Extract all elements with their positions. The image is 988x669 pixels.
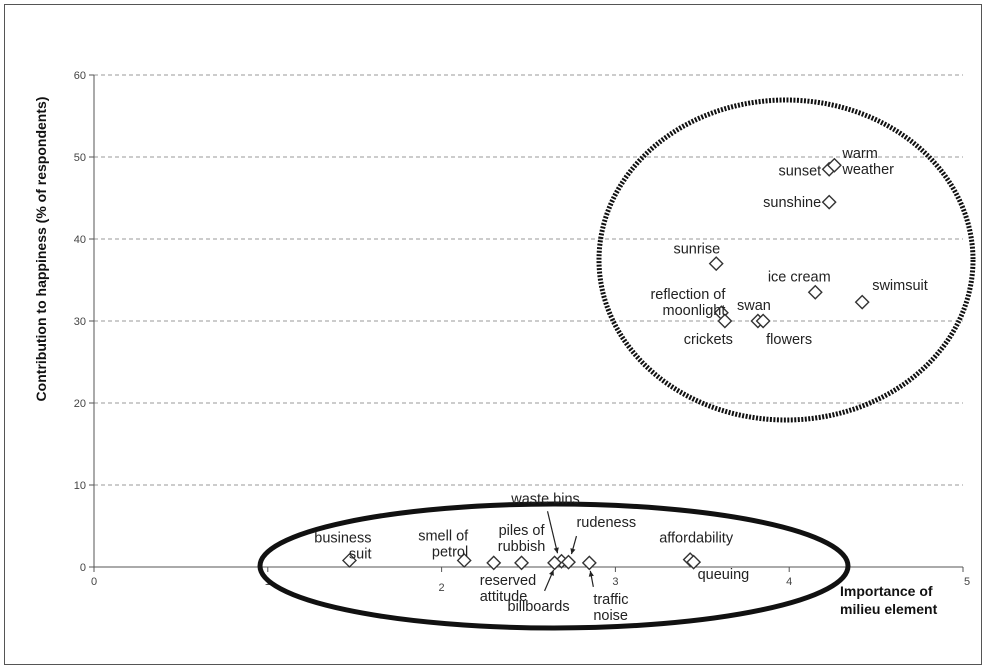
x-axis-title-line-1: Importance of — [840, 583, 933, 599]
label-traffic-noise: traffic noise — [593, 592, 628, 624]
label-queuing: queuing — [698, 567, 750, 583]
y-axis-title: Contribution to happiness (% of responde… — [33, 97, 49, 402]
label-reflection-of-moonlight: reflection of moonlight — [650, 287, 726, 319]
label-crickets: crickets — [684, 332, 733, 348]
label-line: sunshine — [763, 195, 821, 211]
label-line: crickets — [684, 332, 733, 348]
leader-lines — [544, 511, 594, 592]
data-points — [341, 157, 870, 571]
label-line: warm — [841, 146, 877, 162]
y-tick-label: 50 — [74, 152, 86, 164]
y-tick-label: 10 — [74, 480, 86, 492]
label-reserved-attitude: reserved attitude — [480, 573, 536, 605]
label-line: affordability — [659, 531, 734, 547]
label-sunshine: sunshine — [763, 195, 821, 211]
label-line: swan — [737, 298, 771, 314]
label-line: noise — [593, 608, 628, 624]
label-swan: swan — [737, 298, 771, 314]
label-line: reserved — [480, 573, 536, 589]
y-tick-label: 20 — [74, 398, 86, 410]
point-swimsuit — [854, 294, 870, 310]
leader-waste-bins-head — [553, 547, 559, 554]
label-line: rudeness — [576, 515, 636, 531]
label-billboards: billboards — [508, 599, 570, 615]
label-sunrise: sunrise — [673, 242, 720, 258]
y-tick-label: 60 — [74, 70, 86, 82]
label-warm-weather: warm weather — [841, 146, 894, 178]
point-labels: sunset warm weather sunshine sunrise ice crea… — [314, 146, 928, 624]
point-traffic-noise — [581, 555, 597, 571]
x-tick-label: 5 — [964, 576, 970, 588]
point-ice-cream — [807, 284, 823, 300]
point-rudeness — [560, 554, 576, 570]
label-line: waste bins — [510, 491, 580, 507]
x-axis-title-line-2: milieu element — [840, 601, 938, 617]
cluster-ellipse-negative — [257, 501, 851, 631]
label-piles-of-rubbish: piles of rubbish — [498, 523, 546, 555]
label-line: sunset — [778, 163, 821, 179]
label-waste-bins: waste bins — [510, 491, 580, 507]
x-axis-title: Importance of milieu element — [840, 583, 938, 617]
x-tick-label: 2 — [439, 582, 445, 594]
grid-lines — [94, 74, 963, 486]
leader-billboards-head — [549, 569, 554, 576]
point-warm-weather — [826, 157, 842, 173]
label-line: moonlight — [663, 303, 726, 319]
point-crickets — [717, 313, 733, 329]
y-tick-label: 30 — [74, 316, 86, 328]
label-line: traffic — [593, 592, 628, 608]
cluster-ellipses — [257, 97, 976, 631]
label-line: weather — [841, 162, 894, 178]
label-line: rubbish — [498, 539, 546, 555]
point-business-suit — [341, 552, 357, 568]
label-ice-cream: ice cream — [768, 269, 831, 285]
point-sunrise — [708, 256, 724, 272]
x-tick-label: 0 — [91, 576, 97, 588]
point-queuing — [686, 554, 702, 570]
point-billboards — [547, 555, 563, 571]
x-tick-label: 4 — [786, 576, 792, 588]
label-flowers: flowers — [766, 332, 812, 348]
cluster-ellipse-positive — [596, 97, 976, 423]
label-line: business — [314, 530, 371, 546]
x-tick-label: 3 — [612, 576, 618, 588]
label-sunset: sunset — [778, 163, 821, 179]
label-line: queuing — [698, 567, 750, 583]
label-line: sunrise — [673, 242, 720, 258]
leader-traffic-noise-head — [588, 570, 594, 577]
label-line: petrol — [432, 544, 468, 560]
y-tick-label: 0 — [80, 562, 86, 574]
label-line: smell of — [418, 528, 469, 544]
label-line: flowers — [766, 332, 812, 348]
label-line: reflection of — [650, 287, 726, 303]
label-line: suit — [349, 546, 372, 562]
label-line: piles of — [499, 523, 546, 539]
point-sunshine — [821, 194, 837, 210]
figure-frame — [4, 4, 982, 665]
leader-waste-bins — [546, 511, 559, 554]
leader-rudeness-head — [570, 548, 576, 555]
label-smell-of-petrol: smell of petrol — [418, 528, 469, 560]
point-smell-of-petrol — [456, 552, 472, 568]
label-line: swimsuit — [872, 278, 928, 294]
label-line: attitude — [480, 589, 528, 605]
label-line: ice cream — [768, 269, 831, 285]
point-reserved-attitude — [486, 555, 502, 571]
label-rudeness: rudeness — [576, 515, 636, 531]
point-flowers — [755, 313, 771, 329]
label-business-suit: business suit — [314, 530, 371, 562]
y-tick-label: 40 — [74, 234, 86, 246]
label-swimsuit: swimsuit — [872, 278, 928, 294]
label-line: billboards — [508, 599, 570, 615]
label-affordability: affordability — [659, 531, 734, 547]
point-piles-of-rubbish — [514, 555, 530, 571]
